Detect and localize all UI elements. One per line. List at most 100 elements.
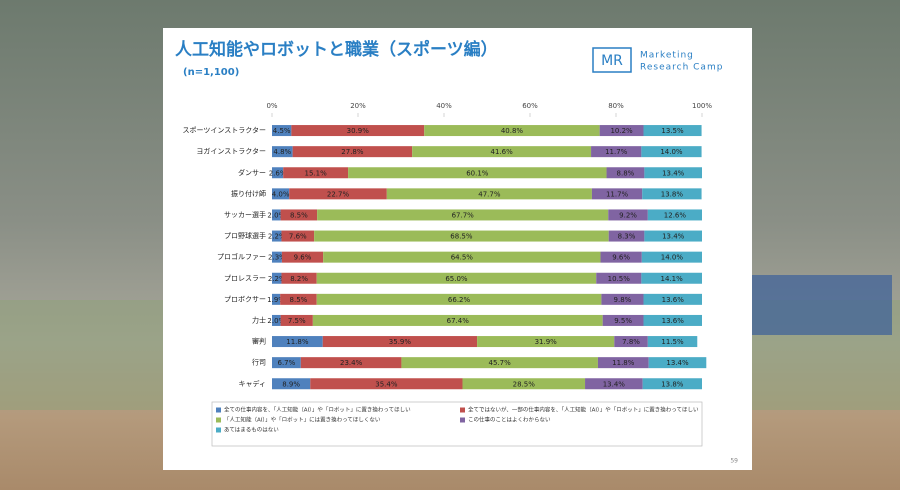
bar-segment [291,125,425,137]
bar-segment [281,272,317,284]
bar-segment [272,272,282,284]
bar-segment [641,272,702,284]
category-label: 審判 [252,337,266,346]
bar-segment [401,357,598,369]
bar-segment [462,378,586,390]
data-label: 11.5% [661,338,684,346]
data-label: 35.4% [375,380,398,388]
legend-box [211,401,703,447]
data-label: 4.5% [273,127,291,135]
bar-segment [608,209,648,221]
data-label: 8.9% [282,380,300,388]
data-label: 11.8% [286,338,309,346]
bar-segment [648,357,707,369]
data-label: 6.7% [278,359,296,367]
slide [163,28,752,470]
subtitle: (n=1,100) [183,67,239,78]
bar-segment [644,167,702,179]
data-label: 9.8% [614,296,632,304]
legend-swatch [460,407,465,413]
page-number: 59 [730,458,738,465]
data-label: 11.7% [605,148,628,156]
data-label: 31.9% [535,338,558,346]
data-label: 60.1% [466,169,489,177]
data-label: 13.8% [661,380,684,388]
logo-line: Marketing [640,51,694,61]
data-label: 67.4% [447,317,470,325]
category-label: ダンサー [238,168,266,177]
data-label: 13.4% [666,359,689,367]
legend-label: 全てではないが、一部の仕事内容を、「人工知能（AI）」や「ロボット」に置き換わっ… [468,406,699,414]
data-label: 2.0% [267,317,285,325]
bar-segment [316,272,597,284]
data-label: 14.0% [660,148,683,156]
bar-segment [643,293,702,305]
category-label: プロゴルファー [217,252,266,261]
bar-segment [322,336,478,348]
bar-segment [280,293,317,305]
data-label: 13.4% [603,380,626,388]
x-tick-label: 80% [608,102,624,110]
data-label: 27.8% [341,148,364,156]
bar-segment [601,293,644,305]
bar-segment [323,251,601,263]
bar-segment [316,293,602,305]
title: 人工知能やロボットと職業（スポーツ編） [175,39,498,60]
data-label: 41.6% [490,148,513,156]
data-label: 23.4% [340,359,363,367]
bar-segment [386,188,592,200]
data-label: 7.8% [622,338,640,346]
bar-segment [272,188,290,200]
bar-segment [272,125,292,137]
bar-segment [647,209,702,221]
data-label: 2.6% [269,169,287,177]
bar-segment [614,336,648,348]
legend-label: 「人工知能（AI）」や「ロボット」には置き換わってほしくない [224,416,381,424]
bar-segment [641,146,702,158]
bar-segment [272,146,293,158]
bar-segment [643,125,702,137]
data-label: 66.2% [448,296,471,304]
bar-segment [642,188,702,200]
data-label: 64.5% [451,254,474,262]
legend-swatch [216,407,221,413]
bar-segment [272,378,311,390]
data-label: 13.4% [662,233,685,241]
bar-segment [289,188,387,200]
data-label: 45.7% [489,359,512,367]
data-label: 2.0% [267,211,285,219]
data-label: 14.1% [661,275,684,283]
legend-swatch [216,427,221,433]
x-tick-label: 20% [350,102,366,110]
bar-segment [606,167,645,179]
data-label: 22.7% [327,190,350,198]
bar-segment [272,251,282,263]
data-label: 9.5% [614,317,632,325]
bar-segment [600,251,642,263]
data-label: 13.6% [662,296,685,304]
bar-segment [647,336,698,348]
data-label: 4.8% [273,148,291,156]
legend-swatch [460,417,465,423]
category-label: プロレスラー [224,274,266,282]
bar-segment [412,146,592,158]
bar-segment [280,209,318,221]
data-label: 1.9% [267,296,285,304]
bar-segment [642,378,702,390]
data-label: 13.5% [661,127,684,135]
data-label: 8.5% [290,211,308,219]
bar-segment [280,314,313,326]
data-label: 2.2% [268,233,286,241]
logo-box [592,47,632,73]
data-label: 7.5% [288,317,306,325]
data-label: 8.5% [290,296,308,304]
data-label: 9.6% [294,254,312,262]
data-label: 12.6% [664,211,687,219]
bar-segment [599,125,644,137]
x-tick-label: 100% [692,102,712,110]
data-label: 40.8% [501,127,524,135]
bar-segment [300,357,402,369]
bar-segment [281,251,324,263]
bar-segment [348,167,607,179]
category-label: 行司 [252,358,266,367]
